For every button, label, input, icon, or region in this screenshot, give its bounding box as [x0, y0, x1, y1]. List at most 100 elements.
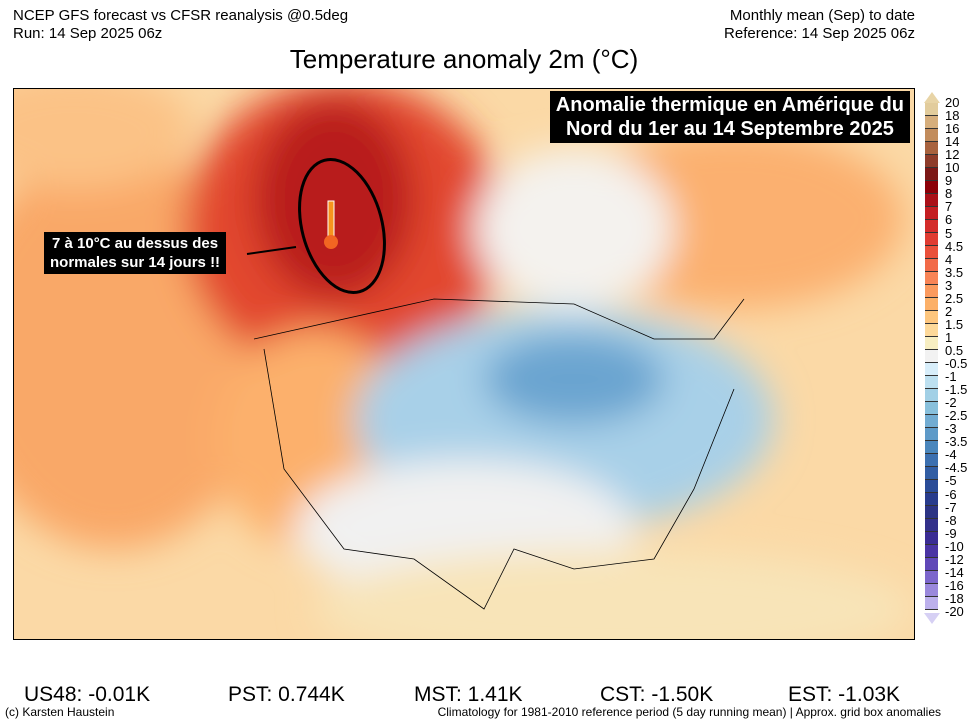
- stat-us48: US48: -0.01K: [24, 683, 151, 706]
- colorbar-segment: [925, 220, 938, 233]
- colorbar-tick-label: 4: [945, 251, 953, 267]
- colorbar-tick-label: -5: [945, 473, 957, 489]
- run-label: Run: 14 Sep 2025 06z: [13, 25, 163, 42]
- colorbar-segment: [925, 116, 938, 129]
- callout-line: normales sur 14 jours !!: [50, 254, 221, 271]
- model-label: NCEP GFS forecast vs CFSR reanalysis @0.…: [13, 7, 349, 24]
- map-field: [14, 89, 914, 639]
- colorbar-tick-label: -14: [945, 564, 964, 580]
- thermometer-icon: [324, 200, 338, 249]
- stat-cst: CST: -1.50K: [600, 683, 714, 706]
- colorbar-segment: [925, 389, 938, 402]
- colorbar-segment: [925, 181, 938, 194]
- anomaly-map: Anomalie thermique en Amérique du Nord d…: [13, 88, 915, 640]
- colorbar-segment: [925, 558, 938, 571]
- colorbar-tick-label: -16: [945, 577, 964, 593]
- colorbar-segment: [925, 493, 938, 506]
- colorbar-tick-label: 1.5: [945, 316, 964, 332]
- colorbar-segment: [925, 584, 938, 597]
- colorbar-segment: [925, 259, 938, 272]
- map-callout: 7 à 10°C au dessus des normales sur 14 j…: [44, 232, 227, 274]
- colorbar-tick-label: 9: [945, 173, 953, 189]
- colorbar-segment: [925, 285, 938, 298]
- colorbar-segment: [925, 363, 938, 376]
- banner-line: Nord du 1er au 14 Septembre 2025: [565, 118, 894, 140]
- colorbar-tick-label: -8: [945, 512, 957, 528]
- colorbar-tick-label: -3.5: [945, 434, 968, 450]
- colorbar-segment: [925, 272, 938, 285]
- colorbar-segment: [925, 571, 938, 584]
- colorbar-segment: [925, 246, 938, 259]
- colorbar-tick-label: -3: [945, 421, 957, 437]
- copyright: (c) Karsten Haustein: [5, 705, 115, 719]
- colorbar-top-arrow: [924, 92, 940, 103]
- colorbar-segment: [925, 597, 938, 610]
- colorbar-segment: [925, 415, 938, 428]
- colorbar-tick-label: 6: [945, 212, 953, 228]
- colorbar-segment: [925, 207, 938, 220]
- colorbar-tick-label: -1: [945, 369, 957, 385]
- colorbar-segment: [925, 337, 938, 350]
- reference-label: Reference: 14 Sep 2025 06z: [724, 25, 915, 42]
- colorbar-tick-label: -9: [945, 525, 957, 541]
- colorbar-segment: [925, 324, 938, 337]
- model-info: NCEP GFS forecast vs CFSR reanalysis @0.…: [13, 7, 348, 43]
- colorbar-segment: [925, 350, 938, 363]
- colorbar-segment: [925, 519, 938, 532]
- colorbar-tick-label: 1: [945, 329, 953, 345]
- colorbar-segment: [925, 233, 938, 246]
- colorbar-tick-label: -6: [945, 486, 957, 502]
- colorbar-tick-label: -12: [945, 551, 964, 567]
- colorbar-tick-label: -0.5: [945, 356, 968, 371]
- colorbar-segment: [925, 155, 938, 168]
- colorbar-tick-label: 12: [945, 147, 960, 163]
- highlight-ellipse: [298, 158, 386, 294]
- colorbar-segment: [925, 402, 938, 415]
- colorbar-tick-label: -4.5: [945, 460, 968, 476]
- colorbar-segment: [925, 545, 938, 558]
- colorbar-tick-label: -2.5: [945, 408, 968, 424]
- colorbar-segment: [925, 103, 938, 116]
- colorbar-tick-label: 3: [945, 277, 953, 293]
- callout-pointer: [246, 246, 297, 255]
- colorbar-tick-label: 7: [945, 199, 953, 215]
- colorbar-segment: [925, 454, 938, 467]
- colorbar-tick-label: -2: [945, 395, 957, 411]
- colorbar-tick-label: -4: [945, 447, 957, 463]
- colorbar-tick-label: -1.5: [945, 382, 968, 398]
- colorbar-tick-label: 3.5: [945, 264, 964, 280]
- callout-line: 7 à 10°C au dessus des: [51, 235, 219, 252]
- climatology-note: Climatology for 1981-2010 reference peri…: [437, 705, 941, 719]
- colorbar-segment: [925, 428, 938, 441]
- colorbar-segment: [925, 194, 938, 207]
- colorbar-tick-label: 14: [945, 134, 960, 150]
- stat-mst: MST: 1.41K: [414, 683, 523, 706]
- colorbar-tick-label: 20: [945, 95, 960, 110]
- colorbar-tick-label: -18: [945, 590, 964, 606]
- colorbar-segment: [925, 298, 938, 311]
- colorbar-tick-label: 4.5: [945, 238, 964, 254]
- colorbar-tick-label: 2: [945, 303, 953, 319]
- chart-title: Temperature anomaly 2m (°C): [289, 44, 639, 74]
- colorbar: [925, 103, 938, 610]
- colorbar-segment: [925, 480, 938, 493]
- colorbar-tick-label: 0.5: [945, 342, 964, 358]
- period-info: Monthly mean (Sep) to date Reference: 14…: [724, 7, 915, 43]
- colorbar-tick-label: 8: [945, 186, 953, 202]
- colorbar-segment: [925, 532, 938, 545]
- colorbar-segment: [925, 376, 938, 389]
- colorbar-tick-label: 18: [945, 108, 960, 124]
- colorbar-tick-label: 2.5: [945, 290, 964, 306]
- colorbar-segment: [925, 441, 938, 454]
- colorbar-tick-label: -10: [945, 538, 964, 554]
- colorbar-segment: [925, 129, 938, 142]
- banner-line: Anomalie thermique en Amérique du: [555, 94, 904, 116]
- period-label: Monthly mean (Sep) to date: [729, 7, 915, 24]
- colorbar-tick-label: 5: [945, 225, 953, 241]
- colorbar-bottom-arrow: [924, 613, 940, 624]
- colorbar-segment: [925, 506, 938, 519]
- colorbar-tick-label: -7: [945, 499, 957, 515]
- colorbar-segment: [925, 142, 938, 155]
- colorbar-tick-label: 16: [945, 121, 960, 137]
- colorbar-segment: [925, 467, 938, 480]
